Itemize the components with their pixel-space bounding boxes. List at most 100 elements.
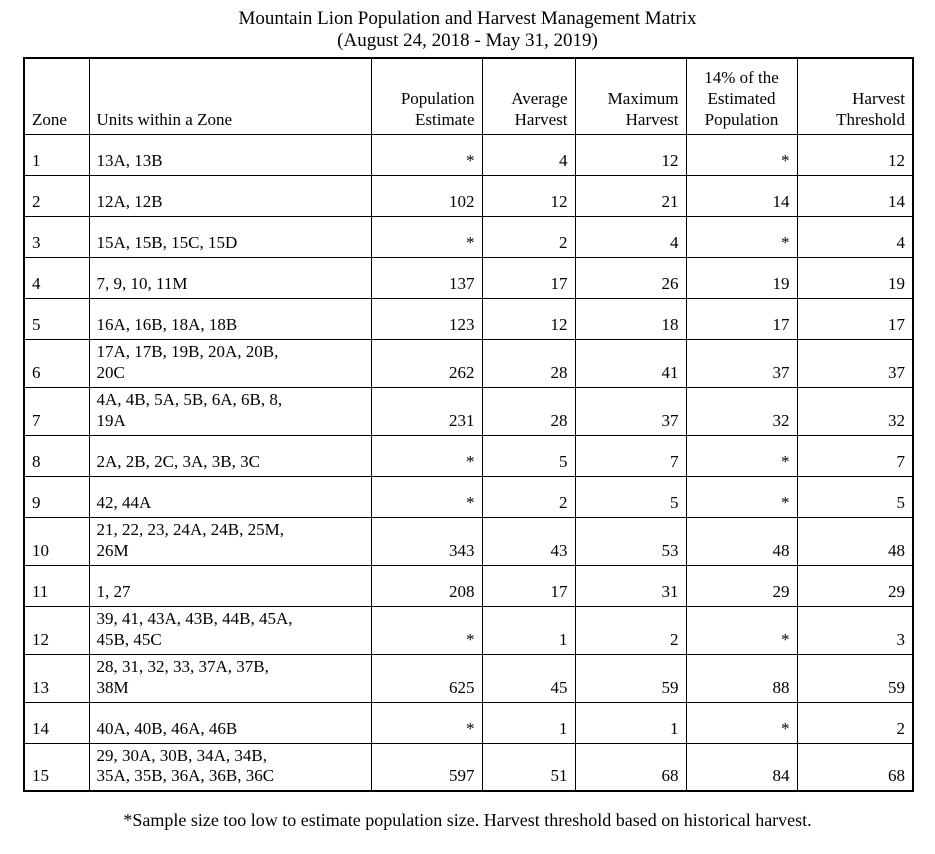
cell-maximum-harvest: 68 — [574, 742, 687, 792]
cell-zone: 8 — [23, 434, 90, 477]
cell-14pct-estimated-population: * — [685, 475, 798, 518]
cell-harvest-threshold: 17 — [796, 297, 914, 340]
cell-average-harvest: 43 — [481, 516, 576, 566]
cell-harvest-threshold: 37 — [796, 338, 914, 388]
cell-14pct-estimated-population: 88 — [685, 653, 798, 703]
cell-zone: 10 — [23, 516, 90, 566]
cell-zone: 13 — [23, 653, 90, 703]
cell-zone: 6 — [23, 338, 90, 388]
cell-average-harvest: 1 — [481, 605, 576, 655]
table-row: 11 1, 27 208 17 31 29 29 — [23, 564, 914, 607]
cell-units-within-zone: 7, 9, 10, 11M — [88, 256, 372, 299]
cell-population-estimate: * — [370, 133, 483, 176]
table-row: 10 21, 22, 23, 24A, 24B, 25M, 26M 343 43 53 4… — [23, 516, 914, 566]
cell-zone: 3 — [23, 215, 90, 258]
cell-harvest-threshold: 32 — [796, 386, 914, 436]
cell-maximum-harvest: 21 — [574, 174, 687, 217]
table-row: 7 4A, 4B, 5A, 5B, 6A, 6B, 8, 19A 231 28 37 32… — [23, 386, 914, 436]
cell-zone: 15 — [23, 742, 90, 792]
cell-population-estimate: * — [370, 701, 483, 744]
cell-population-estimate: 625 — [370, 653, 483, 703]
cell-population-estimate: * — [370, 475, 483, 518]
cell-maximum-harvest: 2 — [574, 605, 687, 655]
cell-14pct-estimated-population: 29 — [685, 564, 798, 607]
cell-zone: 14 — [23, 701, 90, 744]
col-header-14pct-estimated-population: 14% of the Estimated Population — [685, 57, 798, 135]
col-header-average-harvest: Average Harvest — [481, 57, 576, 135]
population-harvest-table: Zone Units within a Zone Population Esti… — [23, 57, 914, 792]
cell-14pct-estimated-population: * — [685, 434, 798, 477]
cell-14pct-estimated-population: 32 — [685, 386, 798, 436]
cell-maximum-harvest: 1 — [574, 701, 687, 744]
table-row: 12 39, 41, 43A, 43B, 44B, 45A, 45B, 45C * 1… — [23, 605, 914, 655]
cell-population-estimate: * — [370, 434, 483, 477]
cell-units-within-zone: 2A, 2B, 2C, 3A, 3B, 3C — [88, 434, 372, 477]
cell-average-harvest: 5 — [481, 434, 576, 477]
table-row: 14 40A, 40B, 46A, 46B * 1 1 * 2 — [23, 701, 914, 744]
cell-average-harvest: 2 — [481, 475, 576, 518]
table-row: 8 2A, 2B, 2C, 3A, 3B, 3C * 5 7 * 7 — [23, 434, 914, 477]
cell-harvest-threshold: 29 — [796, 564, 914, 607]
cell-14pct-estimated-population: * — [685, 133, 798, 176]
cell-maximum-harvest: 4 — [574, 215, 687, 258]
cell-harvest-threshold: 4 — [796, 215, 914, 258]
cell-average-harvest: 4 — [481, 133, 576, 176]
table-row: 15 29, 30A, 30B, 34A, 34B, 35A, 35B, 36A,… — [23, 742, 914, 792]
col-header-maximum-harvest: Maximum Harvest — [574, 57, 687, 135]
cell-maximum-harvest: 7 — [574, 434, 687, 477]
cell-units-within-zone: 16A, 16B, 18A, 18B — [88, 297, 372, 340]
cell-units-within-zone: 39, 41, 43A, 43B, 44B, 45A, 45B, 45C — [88, 605, 372, 655]
cell-units-within-zone: 40A, 40B, 46A, 46B — [88, 701, 372, 744]
cell-units-within-zone: 1, 27 — [88, 564, 372, 607]
cell-14pct-estimated-population: 14 — [685, 174, 798, 217]
footnote: *Sample size too low to estimate populat… — [123, 810, 812, 830]
cell-zone: 9 — [23, 475, 90, 518]
cell-maximum-harvest: 41 — [574, 338, 687, 388]
cell-harvest-threshold: 5 — [796, 475, 914, 518]
cell-average-harvest: 28 — [481, 338, 576, 388]
cell-average-harvest: 2 — [481, 215, 576, 258]
cell-14pct-estimated-population: 37 — [685, 338, 798, 388]
cell-units-within-zone: 12A, 12B — [88, 174, 372, 217]
cell-14pct-estimated-population: 17 — [685, 297, 798, 340]
cell-average-harvest: 12 — [481, 174, 576, 217]
cell-maximum-harvest: 37 — [574, 386, 687, 436]
cell-harvest-threshold: 7 — [796, 434, 914, 477]
table-row: 5 16A, 16B, 18A, 18B 123 12 18 17 17 — [23, 297, 914, 340]
cell-average-harvest: 17 — [481, 256, 576, 299]
cell-average-harvest: 1 — [481, 701, 576, 744]
cell-population-estimate: 102 — [370, 174, 483, 217]
cell-harvest-threshold: 48 — [796, 516, 914, 566]
cell-maximum-harvest: 5 — [574, 475, 687, 518]
cell-average-harvest: 28 — [481, 386, 576, 436]
cell-maximum-harvest: 31 — [574, 564, 687, 607]
cell-harvest-threshold: 59 — [796, 653, 914, 703]
cell-units-within-zone: 13A, 13B — [88, 133, 372, 176]
cell-14pct-estimated-population: 19 — [685, 256, 798, 299]
table-row: 13 28, 31, 32, 33, 37A, 37B, 38M 625 45 59 88… — [23, 653, 914, 703]
cell-units-within-zone: 28, 31, 32, 33, 37A, 37B, 38M — [88, 653, 372, 703]
cell-14pct-estimated-population: * — [685, 215, 798, 258]
cell-units-within-zone: 15A, 15B, 15C, 15D — [88, 215, 372, 258]
cell-population-estimate: * — [370, 605, 483, 655]
cell-units-within-zone: 29, 30A, 30B, 34A, 34B, 35A, 35B, 36A, 3… — [88, 742, 372, 792]
col-header-harvest-threshold: Harvest Threshold — [796, 57, 914, 135]
cell-harvest-threshold: 19 — [796, 256, 914, 299]
table-header-row: Zone Units within a Zone Population Esti… — [23, 57, 914, 135]
cell-14pct-estimated-population: * — [685, 701, 798, 744]
cell-population-estimate: 208 — [370, 564, 483, 607]
cell-harvest-threshold: 12 — [796, 133, 914, 176]
cell-zone: 11 — [23, 564, 90, 607]
cell-units-within-zone: 21, 22, 23, 24A, 24B, 25M, 26M — [88, 516, 372, 566]
cell-zone: 5 — [23, 297, 90, 340]
cell-average-harvest: 17 — [481, 564, 576, 607]
cell-population-estimate: 231 — [370, 386, 483, 436]
cell-zone: 1 — [23, 133, 90, 176]
cell-average-harvest: 51 — [481, 742, 576, 792]
cell-population-estimate: 123 — [370, 297, 483, 340]
cell-maximum-harvest: 18 — [574, 297, 687, 340]
cell-average-harvest: 12 — [481, 297, 576, 340]
page-subtitle: (August 24, 2018 - May 31, 2019) — [337, 30, 598, 51]
cell-harvest-threshold: 2 — [796, 701, 914, 744]
